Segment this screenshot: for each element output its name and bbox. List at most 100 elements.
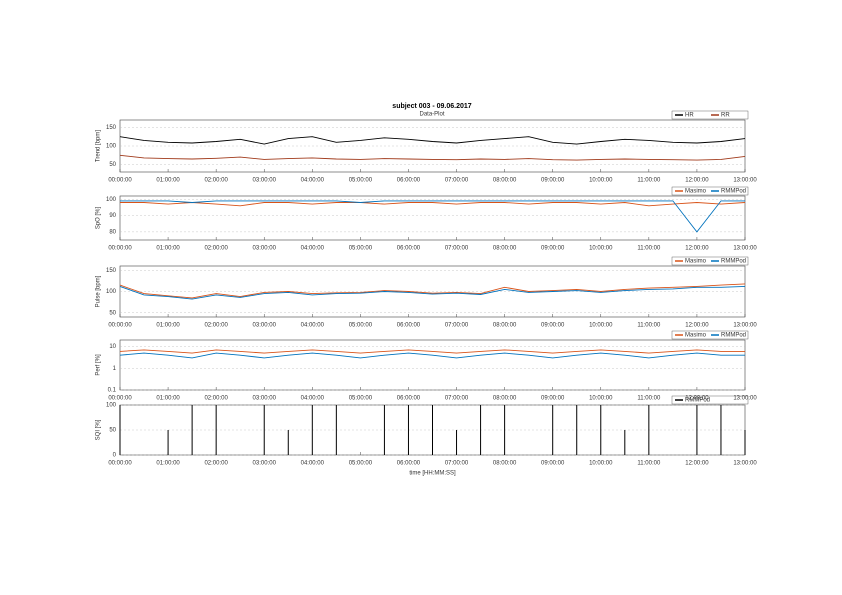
x-tick-label: 05:00:00 bbox=[349, 461, 373, 467]
x-tick-label: 01:00:00 bbox=[156, 323, 180, 329]
figure-subtitle: Data-Plot bbox=[419, 112, 444, 118]
x-tick-label: 06:00:00 bbox=[397, 246, 421, 252]
legend-frame bbox=[671, 110, 749, 120]
x-tick-label: 00:00:00 bbox=[108, 396, 132, 402]
legend-label: HR bbox=[685, 113, 694, 119]
x-tick-label: 00:00:00 bbox=[108, 461, 132, 467]
x-tick-label: 00:00:00 bbox=[108, 178, 132, 184]
x-tick-label: 10:00:00 bbox=[589, 396, 613, 402]
x-tick-label: 08:00:00 bbox=[493, 323, 517, 329]
x-tick-label: 08:00:00 bbox=[493, 461, 517, 467]
x-tick-label: 07:00:00 bbox=[445, 323, 469, 329]
x-tick-label: 13:00:00 bbox=[733, 246, 757, 252]
x-tick-label: 13:00:00 bbox=[733, 396, 757, 402]
series-line bbox=[119, 349, 745, 354]
x-tick-label: 05:00:00 bbox=[349, 246, 373, 252]
x-tick-label: 03:00:00 bbox=[253, 396, 277, 402]
x-tick-label: 01:00:00 bbox=[156, 246, 180, 252]
y-tick-label: 1 bbox=[113, 366, 117, 372]
x-tick-label: 09:00:00 bbox=[541, 461, 565, 467]
y-tick-label: 0 bbox=[113, 453, 117, 459]
figure-title: subject 003 - 09.06.2017 bbox=[392, 103, 471, 110]
x-tick-label: 12:00:00 bbox=[685, 178, 709, 184]
x-tick-label: 00:00:00 bbox=[108, 246, 132, 252]
x-tick-label: 01:00:00 bbox=[156, 178, 180, 184]
y-tick-label: 150 bbox=[106, 125, 117, 131]
series-line bbox=[119, 136, 746, 145]
x-tick-label: 06:00:00 bbox=[397, 178, 421, 184]
x-tick-label: 05:00:00 bbox=[349, 178, 373, 184]
legend-label: Masimo bbox=[685, 259, 707, 265]
y-axis-label: Perf [%] bbox=[96, 354, 102, 376]
plot-frame bbox=[119, 195, 746, 241]
y-axis-label: Trend [bpm] bbox=[96, 130, 102, 162]
y-axis-label: SQI [%] bbox=[96, 419, 102, 440]
y-tick-label: 50 bbox=[109, 310, 116, 316]
x-tick-label: 02:00:00 bbox=[204, 178, 228, 184]
x-tick-label: 06:00:00 bbox=[397, 323, 421, 329]
x-tick-label: 11:00:00 bbox=[637, 246, 661, 252]
x-tick-label: 08:00:00 bbox=[493, 246, 517, 252]
x-tick-label: 11:00:00 bbox=[637, 178, 661, 184]
x-tick-label: 09:00:00 bbox=[541, 323, 565, 329]
y-tick-label: 100 bbox=[106, 403, 117, 409]
x-tick-label: 07:00:00 bbox=[445, 461, 469, 467]
x-tick-label: 05:00:00 bbox=[349, 323, 373, 329]
x-tick-label: 12:00:00 bbox=[685, 461, 709, 467]
x-tick-label: 03:00:00 bbox=[253, 461, 277, 467]
x-tick-label: 08:00:00 bbox=[493, 396, 517, 402]
x-tick-label: 04:00:00 bbox=[301, 396, 325, 402]
legend-label: RMMPod bbox=[721, 333, 746, 339]
x-tick-label: 13:00:00 bbox=[733, 323, 757, 329]
x-tick-label: 09:00:00 bbox=[541, 178, 565, 184]
x-axis-label: time [HH:MM:SS] bbox=[409, 471, 456, 477]
x-tick-label: 01:00:00 bbox=[156, 461, 180, 467]
x-tick-label: 09:00:00 bbox=[541, 246, 565, 252]
series-line bbox=[119, 285, 746, 300]
legend-label: RMMPod bbox=[721, 259, 746, 265]
x-tick-label: 04:00:00 bbox=[301, 178, 325, 184]
x-tick-label: 07:00:00 bbox=[445, 396, 469, 402]
legend-frame bbox=[671, 186, 749, 196]
series-line bbox=[120, 200, 745, 233]
x-tick-label: 06:00:00 bbox=[397, 396, 421, 402]
x-tick-label: 11:00:00 bbox=[637, 396, 661, 402]
series-line bbox=[120, 202, 746, 207]
y-axis-label: SpO [%] bbox=[96, 206, 102, 229]
legend-frame bbox=[671, 256, 749, 266]
x-tick-label: 06:00:00 bbox=[397, 461, 421, 467]
x-tick-label: 07:00:00 bbox=[445, 178, 469, 184]
x-tick-label: 02:00:00 bbox=[204, 461, 228, 467]
y-tick-label: 50 bbox=[109, 162, 116, 168]
x-tick-label: 01:00:00 bbox=[156, 396, 180, 402]
legend-label: RMMPod bbox=[685, 398, 710, 404]
y-tick-label: 50 bbox=[109, 428, 116, 434]
y-tick-label: 150 bbox=[106, 268, 117, 274]
x-tick-label: 08:00:00 bbox=[493, 178, 517, 184]
x-tick-label: 03:00:00 bbox=[253, 323, 277, 329]
x-tick-label: 13:00:00 bbox=[733, 461, 757, 467]
legend-frame bbox=[671, 395, 749, 405]
x-tick-label: 02:00:00 bbox=[204, 396, 228, 402]
x-tick-label: 10:00:00 bbox=[589, 178, 613, 184]
x-tick-label: 04:00:00 bbox=[301, 246, 325, 252]
x-tick-label: 12:00:00 bbox=[685, 246, 709, 252]
y-tick-label: 0.1 bbox=[108, 388, 117, 394]
x-tick-label: 03:00:00 bbox=[253, 246, 277, 252]
y-tick-label: 100 bbox=[106, 197, 117, 203]
legend-label: RMMPod bbox=[721, 189, 746, 195]
y-tick-label: 100 bbox=[106, 289, 117, 295]
x-tick-label: 10:00:00 bbox=[589, 246, 613, 252]
x-tick-label: 11:00:00 bbox=[637, 323, 661, 329]
x-tick-label: 12:00:00 bbox=[685, 396, 709, 402]
x-tick-label: 07:00:00 bbox=[445, 246, 469, 252]
x-tick-label: 10:00:00 bbox=[589, 461, 613, 467]
x-tick-label: 02:00:00 bbox=[204, 323, 228, 329]
y-tick-label: 80 bbox=[109, 229, 116, 235]
x-tick-label: 10:00:00 bbox=[589, 323, 613, 329]
series-line bbox=[119, 352, 745, 359]
x-tick-label: 03:00:00 bbox=[253, 178, 277, 184]
legend-label: RR bbox=[721, 113, 730, 119]
